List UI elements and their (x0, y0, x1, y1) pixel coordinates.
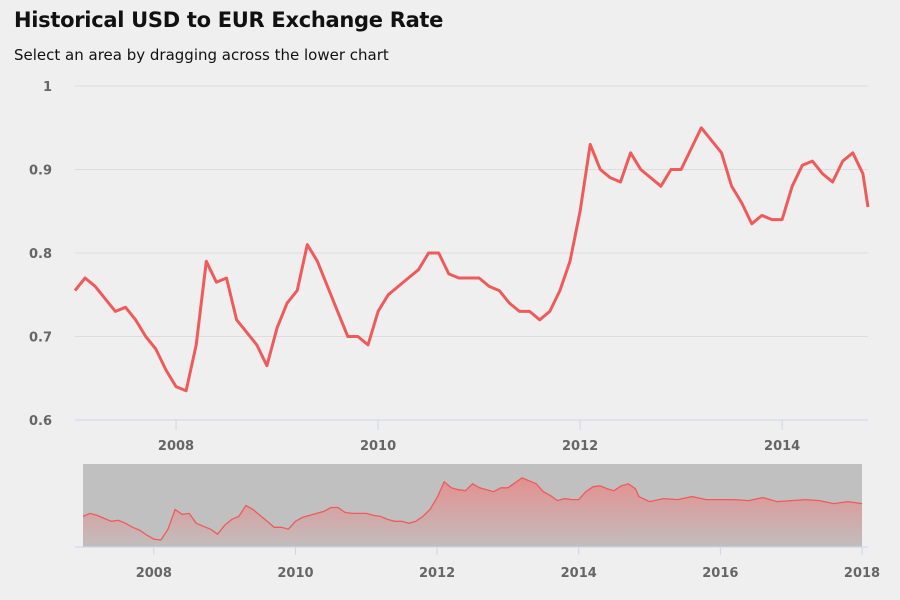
navigator-x-axis: 2008 2010 2012 2014 2016 2018 (136, 547, 880, 581)
chart-subtitle: Select an area by dragging across the lo… (14, 46, 389, 64)
x-tick-label: 2008 (158, 439, 194, 454)
main-y-axis: 0.6 0.7 0.8 0.9 1 (29, 80, 52, 429)
x-tick-label: 2012 (562, 439, 598, 454)
main-x-axis: 2008 2010 2012 2014 (158, 420, 800, 454)
x-tick-label: 2014 (764, 439, 800, 454)
y-tick-label: 0.8 (29, 247, 52, 262)
navigator-tick-label: 2008 (136, 566, 172, 581)
y-tick-label: 0.6 (29, 414, 52, 429)
navigator-series-line (82, 477, 863, 541)
navigator-tick-label: 2012 (419, 566, 455, 581)
navigator-series-area (83, 477, 862, 547)
navigator-tick-label: 2014 (561, 566, 597, 581)
x-tick-label: 2010 (360, 439, 396, 454)
chart-title: Historical USD to EUR Exchange Rate (14, 8, 444, 32)
main-grid (75, 85, 868, 421)
y-tick-label: 1 (43, 80, 52, 95)
navigator-tick-label: 2018 (844, 566, 880, 581)
main-series-line (73, 126, 870, 393)
navigator-tick-label: 2010 (277, 566, 313, 581)
y-tick-label: 0.7 (29, 331, 52, 346)
y-tick-label: 0.9 (29, 164, 52, 179)
navigator-tick-label: 2016 (702, 566, 738, 581)
